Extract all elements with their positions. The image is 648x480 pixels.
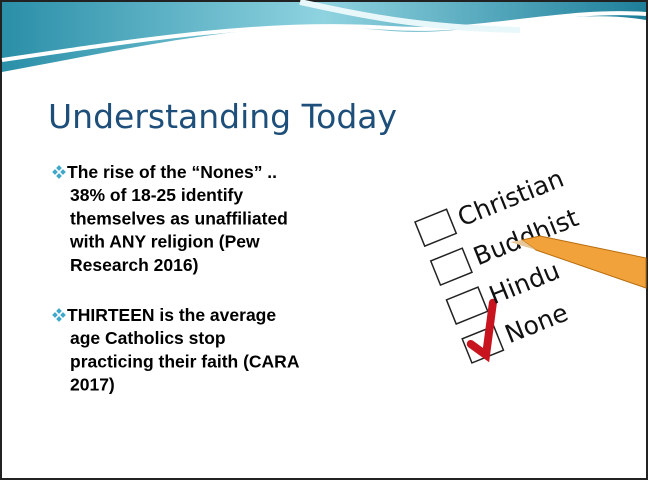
bullet-text: practicing their faith (CARA [70, 351, 300, 371]
bullet-text: with ANY religion (Pew [69, 232, 260, 252]
bullet-text: themselves as unaffiliated [70, 208, 288, 228]
bullet-text: age Catholics stop [70, 328, 226, 348]
slide: Understanding Today The rise of the “Non… [0, 0, 648, 480]
slide-title: Understanding Today [48, 97, 397, 136]
bullet-text: The rise of the “Nones” .. [67, 162, 277, 182]
bullet-text: THIRTEEN is the average [67, 305, 276, 325]
bullet-text: 2017) [70, 375, 115, 395]
bullet-text: Research 2016) [70, 255, 198, 275]
bullet-text: 38% of 18-25 identify [70, 185, 243, 205]
